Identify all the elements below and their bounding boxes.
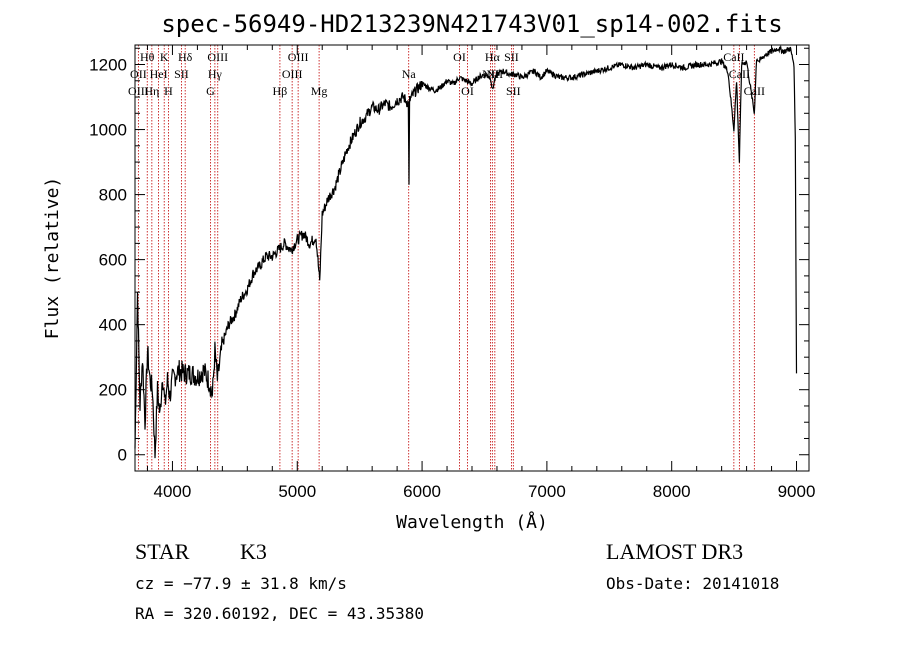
- obs-date: Obs-Date: 20141018: [606, 574, 780, 593]
- line-label: K: [160, 50, 169, 64]
- line-label: NII: [482, 67, 499, 81]
- x-axis: 4000 5000 6000 7000 8000 9000: [146, 45, 816, 501]
- y-tick-label: 600: [99, 251, 127, 270]
- line-label: SII: [504, 50, 519, 64]
- line-label: CaII: [744, 84, 765, 98]
- x-axis-label: Wavelength (Å): [396, 511, 548, 533]
- spectrum-line: [134, 44, 798, 459]
- survey-name: LAMOST DR3: [606, 539, 744, 564]
- y-axis: 0 200 400 600 800 1000 1200: [89, 47, 809, 465]
- y-tick-label: 200: [99, 381, 127, 400]
- chart-title: spec-56949-HD213239N421743V01_sp14-002.f…: [161, 10, 782, 38]
- line-label: OIII: [288, 50, 309, 64]
- marker-lines: [137, 45, 755, 471]
- line-label: Hθ: [140, 50, 155, 64]
- line-label: Hα: [485, 50, 501, 64]
- x-tick-label: 8000: [653, 482, 691, 501]
- line-label: CaII: [723, 50, 744, 64]
- line-label: Hβ: [273, 84, 288, 98]
- object-class: STAR: [135, 539, 190, 564]
- line-label: Hδ: [178, 50, 193, 64]
- line-label: Hη: [144, 84, 159, 98]
- line-label: G: [206, 84, 215, 98]
- line-label: OI: [461, 84, 474, 98]
- plot-frame: [134, 44, 810, 472]
- line-label: OII: [130, 67, 147, 81]
- x-tick-label: 7000: [528, 482, 566, 501]
- y-tick-label: 800: [99, 186, 127, 205]
- line-label: SII: [506, 84, 521, 98]
- y-tick-label: 1000: [89, 121, 127, 140]
- x-tick-label: 9000: [778, 482, 816, 501]
- line-label: OIII: [282, 67, 303, 81]
- line-label: CaII: [729, 67, 750, 81]
- x-tick-label: 5000: [278, 482, 316, 501]
- line-label: OIII: [128, 84, 149, 98]
- y-axis-label: Flux (relative): [42, 177, 63, 340]
- line-label: SII: [174, 67, 189, 81]
- line-label: OI: [453, 50, 466, 64]
- line-label: Hγ: [208, 67, 223, 81]
- ra-dec: RA = 320.60192, DEC = 43.35380: [135, 604, 424, 623]
- x-tick-label: 6000: [403, 482, 441, 501]
- line-label: HeI: [150, 67, 168, 81]
- y-tick-label: 1200: [89, 56, 127, 75]
- line-label: Mg: [311, 84, 328, 98]
- line-label: Na: [402, 67, 417, 81]
- y-tick-label: 0: [118, 446, 127, 465]
- object-subclass: K3: [240, 539, 267, 564]
- line-label: OIII: [207, 50, 228, 64]
- y-tick-label: 400: [99, 316, 127, 335]
- x-tick-label: 4000: [154, 482, 192, 501]
- redshift-cz: cz = −77.9 ± 31.8 km/s: [135, 574, 347, 593]
- line-label: H: [164, 84, 173, 98]
